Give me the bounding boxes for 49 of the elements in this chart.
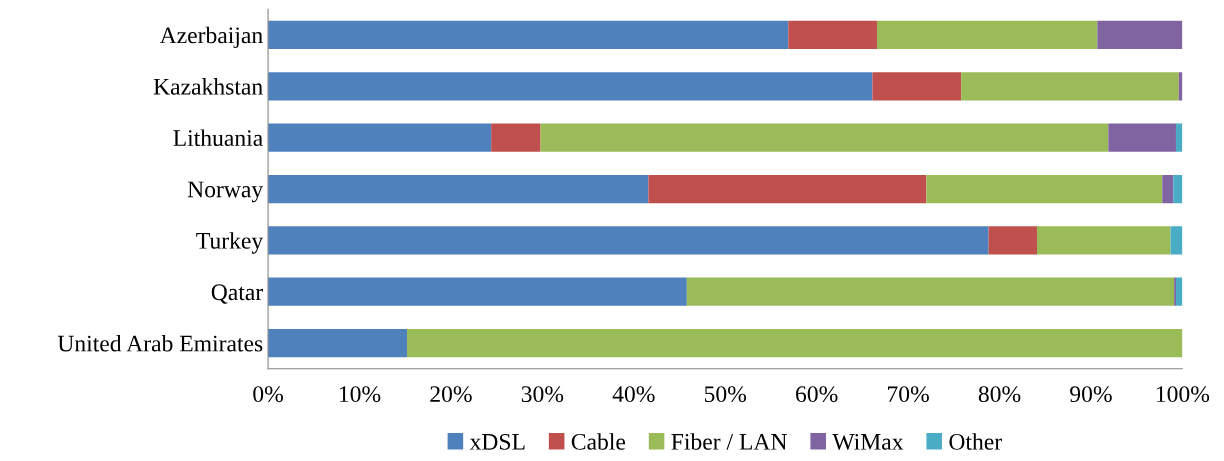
bar xyxy=(1170,226,1183,255)
bar xyxy=(1097,20,1183,50)
bar xyxy=(268,174,649,204)
bar xyxy=(961,72,1179,101)
x-tick-label: 50% xyxy=(704,386,747,403)
bar xyxy=(268,226,989,255)
bar xyxy=(491,123,541,152)
bar xyxy=(877,20,1098,50)
bar xyxy=(1175,123,1183,152)
bar xyxy=(988,226,1038,255)
y-tick-label: Azerbaijan xyxy=(159,26,263,49)
bar xyxy=(926,174,1163,204)
bar xyxy=(648,174,927,204)
bar xyxy=(268,123,492,152)
y-tick-label: Kazakhstan xyxy=(153,78,263,95)
legend-label: Cable xyxy=(571,433,626,450)
bar xyxy=(686,277,1175,306)
bar xyxy=(1175,277,1183,306)
x-tick-label: 80% xyxy=(978,386,1021,403)
bar xyxy=(1037,226,1171,255)
bar xyxy=(1108,123,1176,152)
bar xyxy=(540,123,1109,152)
x-tick-label: 0% xyxy=(253,386,283,403)
x-tick-label: 60% xyxy=(796,386,838,403)
y-tick-label: United Arab Emirates xyxy=(57,334,263,352)
x-tick-label: 100% xyxy=(1156,386,1210,403)
bar xyxy=(1173,174,1183,204)
y-tick-label: Qatar xyxy=(211,284,263,304)
x-tick-label: 30% xyxy=(521,386,564,403)
bar xyxy=(268,277,687,306)
bar xyxy=(268,20,789,50)
legend-label: Other xyxy=(949,433,1002,450)
bar xyxy=(1162,174,1174,204)
x-tick-label: 90% xyxy=(1070,386,1112,403)
bar xyxy=(268,328,408,358)
bar xyxy=(872,72,962,101)
x-tick-label: 10% xyxy=(339,386,381,403)
x-tick-label: 70% xyxy=(888,386,929,403)
legend-label: WiMax xyxy=(832,433,904,450)
bar xyxy=(788,20,877,50)
legend-label: Fiber / LAN xyxy=(671,433,787,450)
x-tick-label: 40% xyxy=(612,386,655,403)
bar xyxy=(407,328,1183,358)
legend-label: xDSL xyxy=(469,433,525,450)
x-tick-label: 20% xyxy=(430,386,472,403)
bar xyxy=(268,72,873,101)
y-tick-label: Turkey xyxy=(196,232,264,254)
y-tick-label: Lithuania xyxy=(173,129,263,147)
y-tick-label: Norway xyxy=(187,181,264,203)
